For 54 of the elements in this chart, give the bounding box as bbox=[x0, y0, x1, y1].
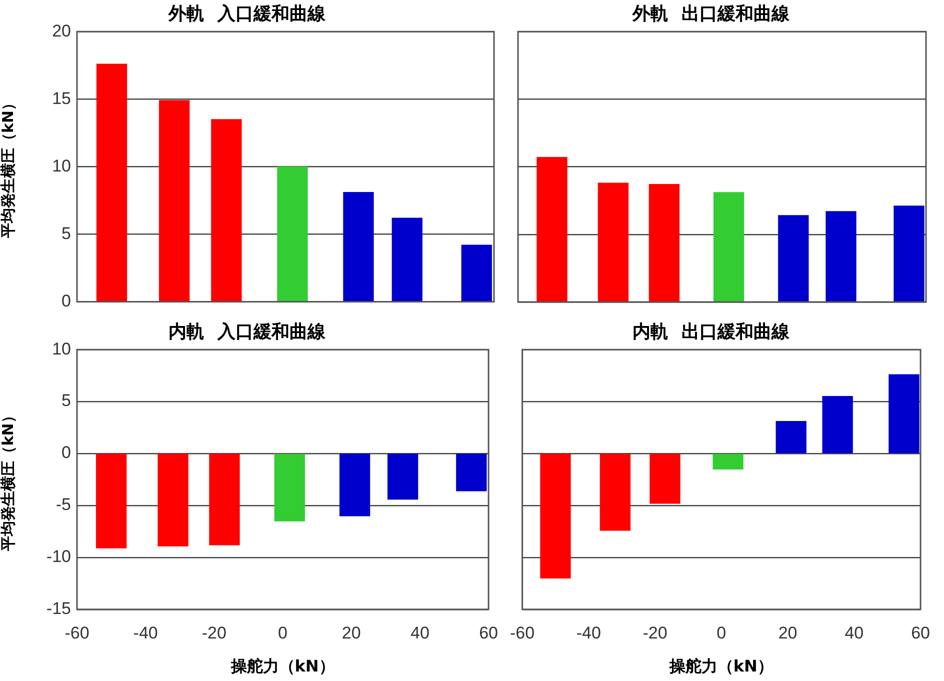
bar bbox=[650, 454, 680, 504]
x-tick-label: -40 bbox=[133, 623, 158, 642]
x-tick-label: 40 bbox=[844, 623, 864, 642]
bar bbox=[712, 454, 744, 470]
y-tick-label: 20 bbox=[52, 21, 71, 40]
y-tick-label: 0 bbox=[62, 291, 71, 310]
x-tick-label: 0 bbox=[278, 623, 288, 642]
bar bbox=[776, 420, 806, 454]
x-tick-label: 20 bbox=[342, 623, 361, 642]
x-tick-label: 60 bbox=[911, 623, 930, 642]
bar bbox=[826, 211, 856, 302]
bar bbox=[392, 218, 422, 302]
x-axis-title: 操舵力（kN） bbox=[230, 656, 335, 676]
bar bbox=[277, 166, 308, 302]
y-axis-title: 平均発生横圧（kN） bbox=[0, 95, 17, 239]
bar bbox=[888, 374, 920, 454]
y-tick-label: 10 bbox=[52, 339, 71, 358]
x-tick-label: -60 bbox=[510, 623, 535, 642]
y-axis-title: 平均発生横圧（kN） bbox=[0, 408, 17, 552]
y-tick-label: 5 bbox=[62, 224, 71, 243]
bar bbox=[822, 396, 853, 454]
x-tick-label: 20 bbox=[778, 623, 798, 642]
y-tick-label: -15 bbox=[46, 599, 71, 618]
chart-title: 内軌 入口緩和曲線 bbox=[168, 321, 326, 342]
x-tick-label: 60 bbox=[479, 623, 498, 642]
bar bbox=[778, 215, 809, 302]
bar bbox=[536, 157, 568, 302]
y-tick-label: 10 bbox=[52, 156, 71, 176]
bar bbox=[540, 454, 571, 579]
y-tick-label: 0 bbox=[62, 443, 71, 462]
x-tick-label: -40 bbox=[576, 623, 601, 642]
x-tick-label: 0 bbox=[716, 623, 726, 642]
chart-title: 外軌 出口緩和曲線 bbox=[632, 3, 790, 24]
x-tick-label: -60 bbox=[64, 623, 90, 642]
bar bbox=[158, 100, 190, 302]
bar bbox=[648, 184, 680, 302]
x-tick-label: -20 bbox=[202, 623, 226, 642]
y-tick-label: 5 bbox=[62, 391, 71, 410]
bar bbox=[600, 454, 631, 531]
y-tick-label: -5 bbox=[56, 495, 71, 514]
bar bbox=[894, 206, 924, 302]
x-axis-title: 操舵力（kN） bbox=[668, 656, 774, 676]
bar bbox=[598, 182, 629, 302]
bar bbox=[461, 244, 492, 302]
bar bbox=[96, 64, 128, 302]
x-tick-label: 40 bbox=[410, 623, 430, 642]
chart-title: 内軌 出口緩和曲線 bbox=[632, 321, 790, 342]
bar bbox=[343, 192, 374, 302]
bar bbox=[211, 119, 242, 302]
y-tick-label: -10 bbox=[46, 547, 71, 566]
bar bbox=[713, 192, 744, 302]
chart-title: 外軌 入口緩和曲線 bbox=[168, 3, 326, 24]
y-tick-label: 15 bbox=[52, 88, 71, 108]
x-tick-label: -20 bbox=[642, 623, 668, 642]
